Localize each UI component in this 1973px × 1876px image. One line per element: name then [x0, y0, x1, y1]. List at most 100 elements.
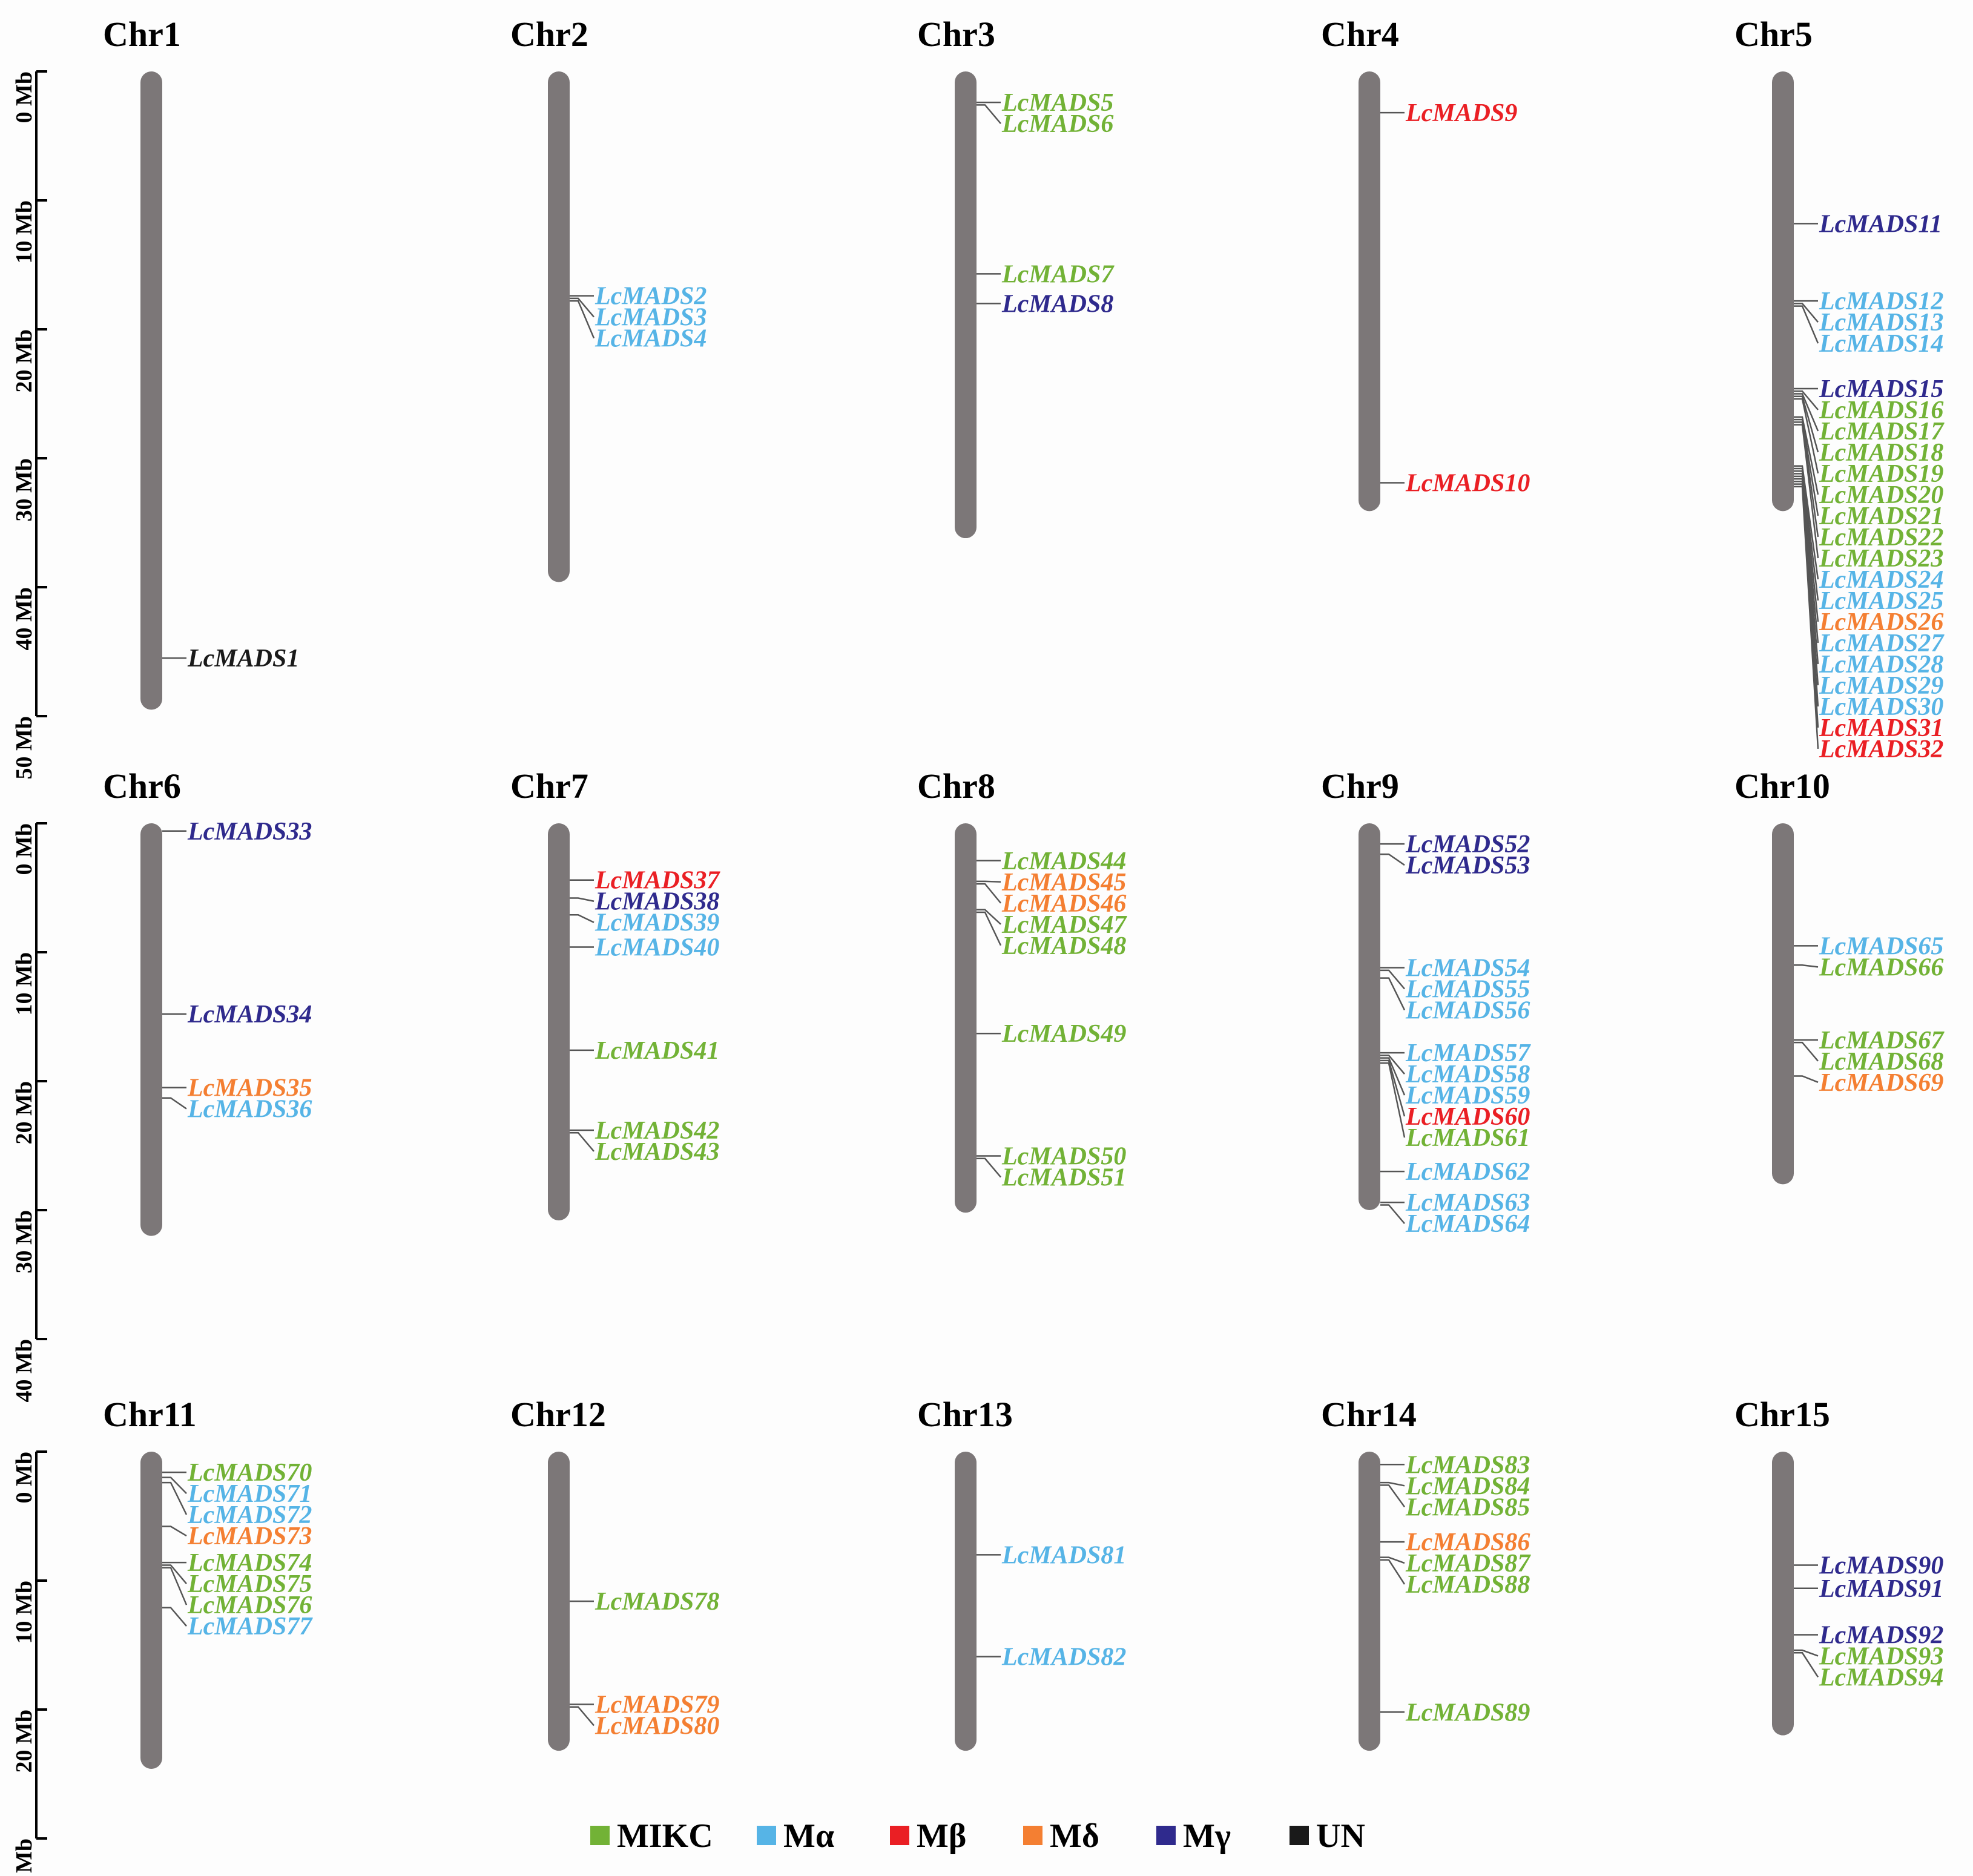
gene-connector: [1794, 398, 1819, 474]
gene-label-lcmads85: LcMADS85: [1405, 1493, 1530, 1521]
gene-label-lcmads5: LcMADS5: [1001, 89, 1113, 117]
gene-label-lcmads25: LcMADS25: [1819, 587, 1943, 615]
legend-label: Mα: [783, 1817, 834, 1855]
gene-label-lcmads60: LcMADS60: [1405, 1103, 1530, 1131]
gene-connector: [1794, 305, 1819, 344]
axis-tick-label: 0 Mb: [12, 823, 37, 875]
gene-label-lcmads83: LcMADS83: [1405, 1451, 1530, 1479]
gene-label-lcmads2: LcMADS2: [595, 283, 707, 311]
gene-label-lcmads74: LcMADS74: [187, 1549, 312, 1577]
gene-connector: [570, 913, 595, 923]
chromosome-title: Chr7: [510, 766, 588, 806]
gene-label-lcmads93: LcMADS93: [1819, 1642, 1943, 1670]
chromosome-bar: [548, 71, 570, 582]
gene-connector: [162, 1525, 187, 1537]
gene-label-lcmads26: LcMADS26: [1819, 608, 1943, 636]
gene-connector: [162, 1476, 187, 1494]
chromosome-bar: [140, 823, 162, 1236]
axis-tick-label: 30 Mb: [12, 458, 37, 522]
gene-connector: [570, 1706, 595, 1726]
axis-tick-label: 10 Mb: [12, 1581, 37, 1644]
gene-connector: [162, 1481, 188, 1515]
gene-connector: [1794, 467, 1819, 601]
gene-label-lcmads20: LcMADS20: [1819, 481, 1943, 509]
chromosome-chr8: Chr8LcMADS44LcMADS45LcMADS46LcMADS47LcMA…: [917, 766, 1127, 1213]
chromosome-title: Chr8: [917, 766, 995, 806]
gene-connector: [977, 911, 1002, 946]
gene-label-lcmads29: LcMADS29: [1819, 672, 1943, 700]
gene-label-lcmads9: LcMADS9: [1405, 99, 1517, 127]
gene-label-lcmads94: LcMADS94: [1819, 1664, 1943, 1691]
legend-label: UN: [1316, 1817, 1365, 1855]
gene-label-lcmads77: LcMADS77: [187, 1613, 313, 1641]
gene-label-lcmads41: LcMADS41: [595, 1037, 719, 1065]
gene-label-lcmads34: LcMADS34: [187, 1001, 312, 1029]
gene-connector: [1794, 416, 1819, 495]
gene-label-lcmads92: LcMADS92: [1819, 1621, 1943, 1649]
gene-label-lcmads32: LcMADS32: [1819, 736, 1943, 763]
axis-tick-label: 20 Mb: [12, 1710, 37, 1773]
gene-connector: [1380, 1484, 1406, 1508]
chromosome-bar: [955, 1452, 977, 1751]
gene-label-lcmads45: LcMADS45: [1001, 869, 1126, 897]
gene-connector: [1794, 485, 1819, 749]
axis-tick-label: 30 Mb: [12, 1210, 37, 1274]
gene-label-lcmads11: LcMADS11: [1819, 210, 1942, 238]
gene-label-lcmads80: LcMADS80: [595, 1712, 719, 1740]
chromosome-bar: [1359, 71, 1380, 512]
gene-label-lcmads21: LcMADS21: [1819, 502, 1943, 530]
gene-label-lcmads44: LcMADS44: [1001, 847, 1126, 875]
gene-label-lcmads37: LcMADS37: [595, 867, 720, 895]
chromosome-title: Chr14: [1321, 1395, 1417, 1434]
gene-connector: [1380, 1062, 1406, 1138]
gene-label-lcmads28: LcMADS28: [1819, 651, 1943, 679]
gene-connector: [1794, 421, 1819, 538]
axis-tick-label: 0 Mb: [12, 71, 37, 123]
gene-label-lcmads13: LcMADS13: [1819, 309, 1943, 337]
gene-label-lcmads82: LcMADS82: [1001, 1644, 1126, 1671]
chromosome-title: Chr12: [510, 1395, 606, 1434]
gene-label-lcmads81: LcMADS81: [1001, 1541, 1126, 1569]
legend-item-md: Mδ: [1023, 1817, 1099, 1855]
gene-label-lcmads27: LcMADS27: [1819, 630, 1945, 657]
gene-label-lcmads84: LcMADS84: [1405, 1472, 1530, 1500]
gene-label-lcmads75: LcMADS75: [187, 1570, 312, 1598]
chromosome-bar: [1772, 1452, 1794, 1736]
gene-connector: [570, 300, 595, 339]
gene-connector: [1794, 475, 1819, 665]
gene-label-lcmads39: LcMADS39: [595, 909, 719, 937]
axis-tick-label: 50 Mb: [12, 716, 37, 780]
gene-label-lcmads14: LcMADS14: [1819, 330, 1943, 358]
gene-label-lcmads17: LcMADS17: [1819, 418, 1945, 446]
gene-connector: [1794, 483, 1819, 728]
gene-label-lcmads23: LcMADS23: [1819, 545, 1943, 573]
chromosome-chr13: Chr13 LcMADS81 LcMADS82: [917, 1395, 1126, 1751]
chromosome-title: Chr5: [1734, 15, 1813, 54]
chromosome-bar: [1359, 823, 1380, 1210]
legend-item-mg: Mγ: [1156, 1817, 1231, 1855]
legend-label: Mγ: [1183, 1817, 1231, 1855]
chromosome-bar: [1772, 71, 1794, 512]
gene-label-lcmads18: LcMADS18: [1819, 439, 1943, 467]
axis-tick-label: 10 Mb: [12, 200, 37, 264]
gene-label-lcmads86: LcMADS86: [1405, 1529, 1530, 1556]
legend-item-mikc: MIKC: [590, 1817, 713, 1855]
gene-connector: [162, 1567, 188, 1605]
gene-label-lcmads53: LcMADS53: [1405, 852, 1530, 880]
axis-tick-label: 10 Mb: [12, 952, 37, 1016]
gene-label-lcmads58: LcMADS58: [1405, 1061, 1530, 1088]
gene-connector: [977, 883, 1001, 904]
gene-connector: [977, 880, 1001, 883]
gene-label-lcmads76: LcMADS76: [187, 1591, 312, 1619]
gene-label-lcmads51: LcMADS51: [1001, 1164, 1126, 1192]
gene-connector: [1794, 1652, 1819, 1678]
chromosome-chr9: Chr9LcMADS52LcMADS53LcMADS54LcMADS55LcMA…: [1321, 766, 1531, 1238]
gene-label-lcmads66: LcMADS66: [1819, 953, 1943, 981]
gene-label-lcmads57: LcMADS57: [1405, 1039, 1531, 1067]
gene-label-lcmads79: LcMADS79: [595, 1691, 719, 1719]
chromosome-bar: [548, 1452, 570, 1751]
